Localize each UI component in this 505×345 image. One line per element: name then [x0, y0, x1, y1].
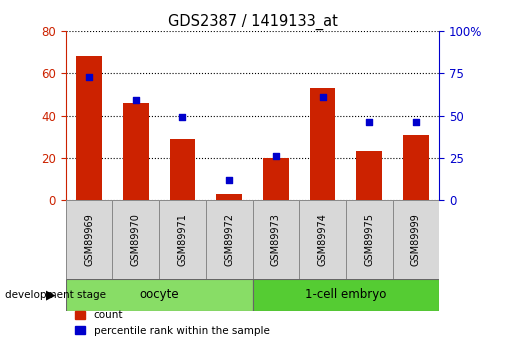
Bar — [310, 88, 335, 200]
Bar — [403, 135, 429, 200]
Bar — [76, 57, 102, 200]
Text: ▶: ▶ — [46, 288, 56, 302]
Point — [85, 74, 93, 79]
Text: oocyte: oocyte — [139, 288, 179, 302]
Bar — [299, 200, 346, 279]
Bar — [216, 194, 242, 200]
Bar — [170, 139, 195, 200]
Text: GSM89969: GSM89969 — [84, 214, 94, 266]
Text: GSM89975: GSM89975 — [364, 213, 374, 266]
Text: GSM89974: GSM89974 — [318, 213, 328, 266]
Text: GSM89971: GSM89971 — [177, 213, 187, 266]
Point — [412, 120, 420, 125]
Point — [225, 177, 233, 183]
Bar — [252, 200, 299, 279]
Text: development stage: development stage — [5, 290, 106, 300]
Point — [132, 98, 140, 103]
Title: GDS2387 / 1419133_at: GDS2387 / 1419133_at — [168, 13, 337, 30]
Point — [178, 115, 186, 120]
Bar — [346, 200, 393, 279]
Text: GSM89973: GSM89973 — [271, 213, 281, 266]
Bar — [66, 279, 252, 311]
Text: GSM89999: GSM89999 — [411, 214, 421, 266]
Point — [319, 94, 327, 100]
Bar — [113, 200, 159, 279]
Bar — [263, 158, 289, 200]
Bar — [66, 200, 113, 279]
Bar — [206, 200, 252, 279]
Bar — [393, 200, 439, 279]
Legend: count, percentile rank within the sample: count, percentile rank within the sample — [71, 306, 274, 340]
Bar — [357, 151, 382, 200]
Text: GSM89970: GSM89970 — [131, 213, 141, 266]
Text: GSM89972: GSM89972 — [224, 213, 234, 266]
Bar — [252, 279, 439, 311]
Bar — [159, 200, 206, 279]
Bar — [123, 103, 148, 200]
Point — [365, 120, 373, 125]
Point — [272, 154, 280, 159]
Text: 1-cell embryo: 1-cell embryo — [305, 288, 387, 302]
